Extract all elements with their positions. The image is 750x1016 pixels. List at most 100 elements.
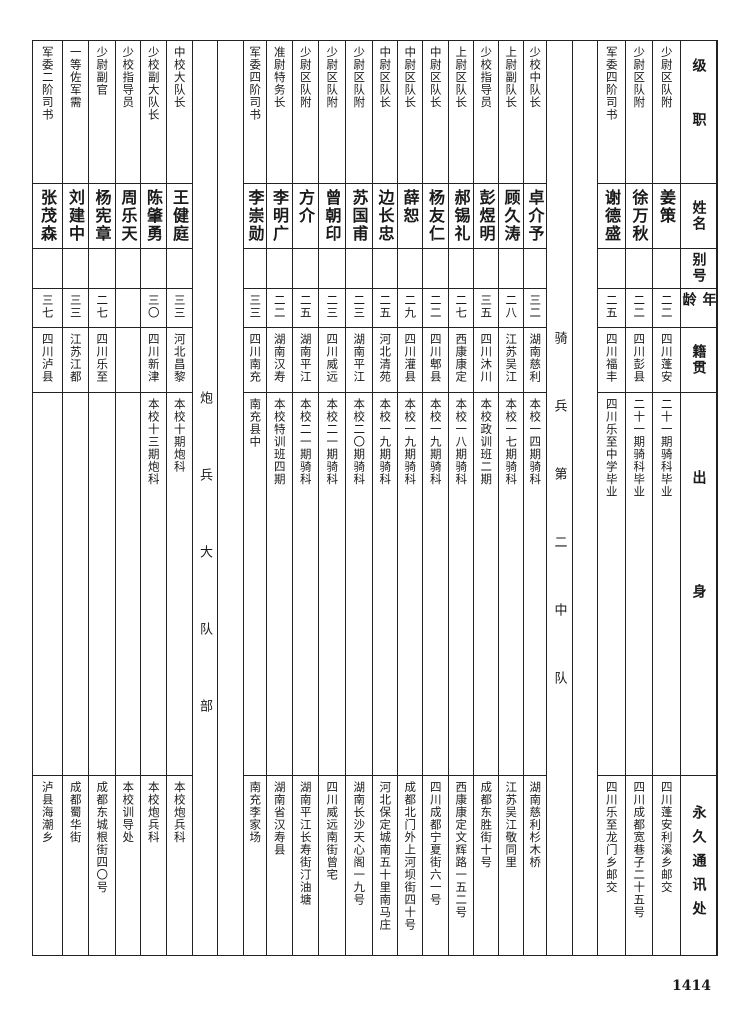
cell-address: 四川蓬安利溪乡邮交 — [652, 775, 680, 955]
cell-origin: 二十一期骑科毕业 — [625, 392, 652, 775]
cell-position: 少尉区队附 — [625, 40, 652, 183]
hometown-text: 四川南充 — [248, 333, 263, 383]
age-text: 三五 — [479, 294, 494, 319]
hometown-text: 四川蓬安 — [659, 333, 674, 383]
table-rule — [652, 775, 680, 776]
table-rule — [345, 183, 372, 184]
cell-hometown: 西康康定 — [448, 327, 473, 392]
cell-name: 姜策 — [652, 183, 680, 248]
address-text: 湖南平江长寿街汀油塘 — [298, 781, 313, 906]
table-rule — [448, 327, 473, 328]
cell-position: 中尉区队长 — [422, 40, 448, 183]
cell-position: 军委四阶司书 — [243, 40, 266, 183]
cell-hometown: 湖南平江 — [345, 327, 372, 392]
cell-age: 二八 — [498, 288, 523, 327]
table-rule — [266, 327, 292, 328]
table-rule — [243, 327, 266, 328]
cell-address: 南充李家场 — [243, 775, 266, 955]
age-text: 二五 — [298, 294, 313, 319]
table-rule — [32, 248, 62, 249]
table-rule — [625, 327, 652, 328]
address-text: 成都东城根街四〇号 — [95, 781, 110, 894]
hometown-text: 四川乐至 — [95, 333, 110, 383]
cell-position: 中尉区队长 — [397, 40, 422, 183]
age-text: 三七 — [40, 294, 55, 319]
table-rule — [140, 248, 166, 249]
name-text: 边长忠 — [375, 189, 395, 243]
cell-hometown: 四川泸县 — [32, 327, 62, 392]
origin-text: 本校一九期骑科 — [378, 398, 393, 486]
table-rule — [572, 40, 573, 955]
cell-name: 顾久涛 — [498, 183, 523, 248]
table-rule — [372, 775, 397, 776]
cell-alias — [88, 248, 115, 288]
address-text: 湖南省汉寿县 — [272, 781, 287, 856]
address-text: 成都蜀华街 — [68, 781, 83, 844]
name-text: 刘建中 — [66, 189, 85, 243]
hometown-text: 江苏江都 — [68, 333, 83, 383]
cell-address: 湖南省汉寿县 — [266, 775, 292, 955]
table-rule — [62, 40, 63, 955]
cell-address: 四川威远南街曾宅 — [318, 775, 345, 955]
cell-name: 杨友仁 — [422, 183, 448, 248]
cell-address: 成都东城根街四〇号 — [88, 775, 115, 955]
table-rule — [473, 775, 498, 776]
table-rule — [140, 40, 141, 955]
column-header-origin: 出身 — [690, 469, 707, 698]
cell-age: 二五 — [597, 288, 625, 327]
table-rule — [345, 288, 372, 289]
table-rule — [498, 327, 523, 328]
address-text: 湖南长沙天心阁一九号 — [352, 781, 367, 906]
cell-address: 河北保定城南五十里南马庄 — [372, 775, 397, 955]
table-rule — [115, 248, 140, 249]
cell-name: 张茂森 — [32, 183, 62, 248]
cell-alias — [32, 248, 62, 288]
table-rule — [88, 288, 115, 289]
table-rule — [680, 775, 717, 776]
table-rule — [345, 392, 372, 393]
cell-alias — [318, 248, 345, 288]
age-text: 二五 — [604, 294, 619, 319]
table-rule — [422, 327, 448, 328]
cell-name: 边长忠 — [372, 183, 397, 248]
table-rule — [115, 183, 140, 184]
table-rule — [597, 248, 625, 249]
hometown-text: 四川彭县 — [632, 333, 647, 383]
table-rule — [625, 775, 652, 776]
table-rule — [166, 288, 192, 289]
origin-text: 二十一期骑科毕业 — [632, 398, 647, 498]
table-rule — [318, 775, 345, 776]
cell-age: 三三 — [62, 288, 88, 327]
name-text: 苏国甫 — [349, 189, 369, 243]
table-rule — [140, 183, 166, 184]
cell-hometown: 四川沐川 — [473, 327, 498, 392]
table-rule — [32, 40, 33, 955]
table-rule — [32, 955, 718, 956]
cell-hometown: 江苏吴江 — [498, 327, 523, 392]
table-rule — [397, 775, 422, 776]
hometown-text: 四川威远 — [325, 333, 340, 383]
address-text: 四川成都宁夏街六一号 — [428, 781, 443, 906]
name-text: 方介 — [296, 189, 315, 225]
table-rule — [473, 40, 474, 955]
table-rule — [266, 775, 292, 776]
cell-alias — [266, 248, 292, 288]
position-text: 少尉区队附 — [298, 46, 313, 109]
position-text: 军委四阶司书 — [604, 46, 619, 121]
cell-alias — [166, 248, 192, 288]
cell-hometown: 江苏江都 — [62, 327, 88, 392]
table-rule — [166, 40, 167, 955]
cell-position: 少校指导员 — [473, 40, 498, 183]
cell-address: 西康康定文辉路一五二号 — [448, 775, 473, 955]
hometown-text: 湖南平江 — [352, 333, 367, 383]
cell-name: 杨宪章 — [88, 183, 115, 248]
hometown-text: 江苏吴江 — [504, 333, 519, 383]
table-rule — [397, 392, 422, 393]
cell-origin: 本校一九期骑科 — [372, 392, 397, 775]
name-text: 陈肇勇 — [144, 189, 163, 243]
cell-age: 二九 — [397, 288, 422, 327]
table-rule — [372, 183, 397, 184]
table-rule — [217, 40, 218, 955]
hometown-text: 西康康定 — [454, 333, 469, 383]
